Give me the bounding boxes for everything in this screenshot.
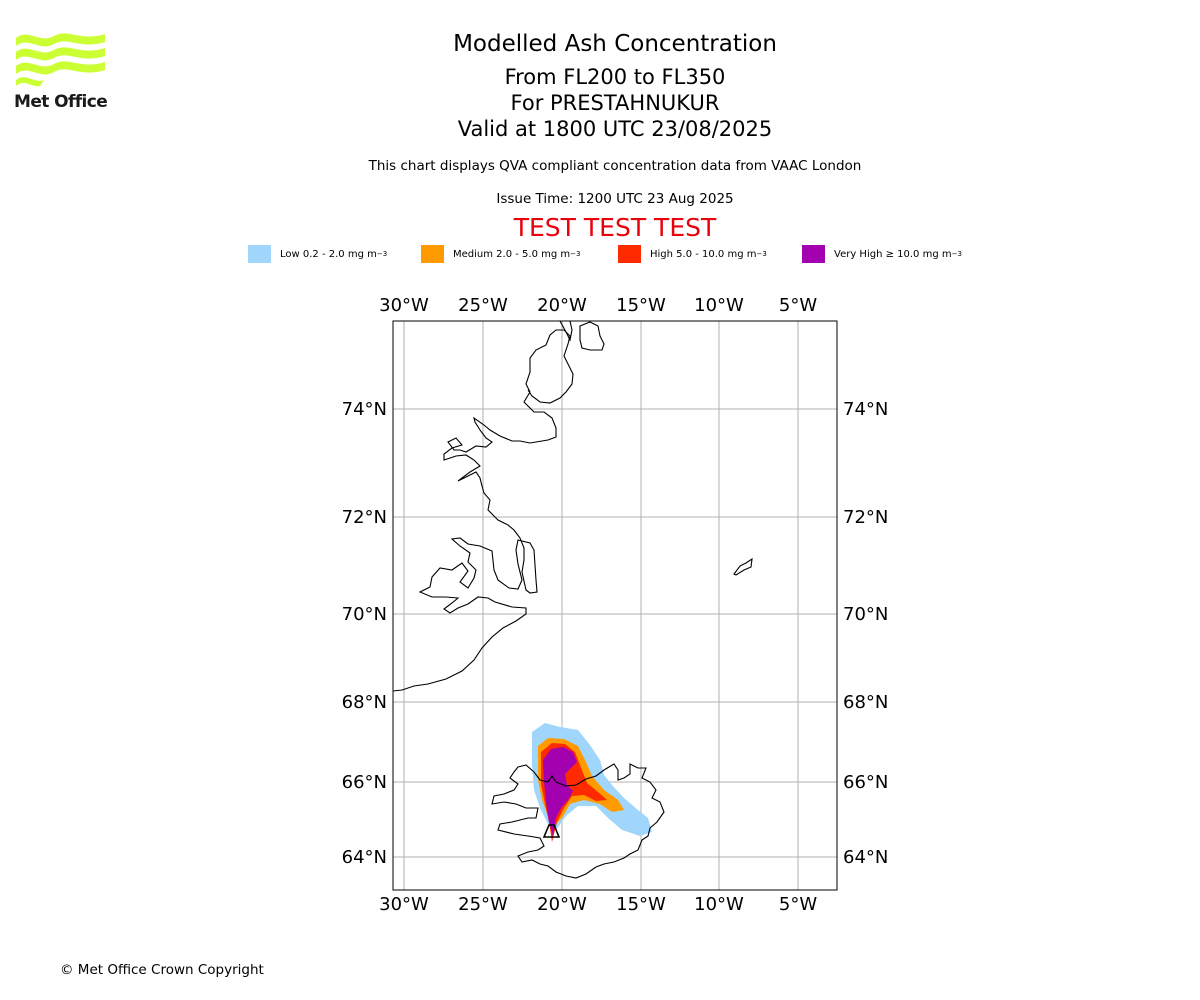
lon-label-top: 10°W — [694, 295, 744, 316]
legend-label-low: Low 0.2 - 2.0 mg m — [280, 248, 377, 260]
lat-label-left: 72°N — [342, 507, 387, 528]
lon-label-bottom: 25°W — [458, 894, 508, 915]
greenland-coast-north — [559, 321, 573, 342]
lon-label-top: 25°W — [458, 295, 508, 316]
map-gridlines — [393, 321, 837, 890]
test-banner: TEST TEST TEST — [513, 213, 717, 242]
chart-title: Modelled Ash Concentration — [453, 31, 777, 57]
volcano-name: For PRESTAHNUKUR — [510, 91, 720, 115]
issue-time: Issue Time: 1200 UTC 23 Aug 2025 — [496, 191, 734, 207]
lat-label-right: 68°N — [843, 692, 888, 713]
lat-label-left: 64°N — [342, 847, 387, 868]
lat-label-left: 68°N — [342, 692, 387, 713]
greenland-coast — [393, 329, 574, 692]
chart-description: This chart displays QVA compliant concen… — [368, 158, 862, 174]
legend-label-high: High 5.0 - 10.0 mg m — [650, 248, 757, 260]
lat-label-left: 74°N — [342, 399, 387, 420]
ash-map: 30°W 25°W 20°W 15°W 10°W 5°W 30°W 25°W 2… — [342, 295, 889, 915]
ash-very-high — [543, 747, 577, 836]
lat-label-right: 74°N — [843, 399, 888, 420]
lon-label-bottom: 10°W — [694, 894, 744, 915]
legend-item-very-high: Very High ≥ 10.0 mg m −3 — [802, 244, 962, 264]
lat-label-right: 64°N — [843, 847, 888, 868]
logo-wordmark: Met Office — [14, 92, 108, 112]
lat-label-right: 70°N — [843, 604, 888, 625]
valid-time: Valid at 1800 UTC 23/08/2025 — [457, 117, 773, 141]
legend-label-medium: Medium 2.0 - 5.0 mg m — [453, 248, 571, 260]
lon-label-bottom: 30°W — [379, 894, 429, 915]
lat-label-left: 66°N — [342, 772, 387, 793]
legend-item-low: Low 0.2 - 2.0 mg m −3 — [248, 244, 387, 264]
lon-label-bottom: 15°W — [616, 894, 666, 915]
lat-label-right: 72°N — [843, 507, 888, 528]
legend-swatch-high — [618, 245, 641, 263]
legend-swatch-medium — [421, 245, 444, 263]
legend-item-high: High 5.0 - 10.0 mg m −3 — [618, 244, 767, 264]
lon-label-bottom: 20°W — [537, 894, 587, 915]
legend-label-very-high: Very High ≥ 10.0 mg m — [834, 248, 952, 260]
lon-label-top: 15°W — [616, 295, 666, 316]
lon-label-top: 20°W — [537, 295, 587, 316]
legend-swatch-low — [248, 245, 271, 263]
island-north — [579, 321, 605, 351]
volcano-marker — [542, 824, 561, 838]
legend-swatch-very-high — [802, 245, 825, 263]
legend: Low 0.2 - 2.0 mg m −3 Medium 2.0 - 5.0 mg… — [0, 244, 1200, 264]
coastlines — [393, 321, 753, 879]
met-office-logo — [16, 33, 105, 87]
lon-label-top: 30°W — [379, 295, 429, 316]
legend-item-medium: Medium 2.0 - 5.0 mg m −3 — [421, 244, 580, 264]
jan-mayen — [733, 557, 753, 576]
map-frame — [392, 320, 838, 891]
flight-level-range: From FL200 to FL350 — [504, 65, 726, 89]
lat-label-right: 66°N — [843, 772, 888, 793]
iceland-coast — [491, 763, 665, 879]
copyright-notice: © Met Office Crown Copyright — [60, 962, 264, 978]
lat-label-left: 70°N — [342, 604, 387, 625]
lon-label-top: 5°W — [779, 295, 817, 316]
lon-label-bottom: 5°W — [779, 894, 817, 915]
